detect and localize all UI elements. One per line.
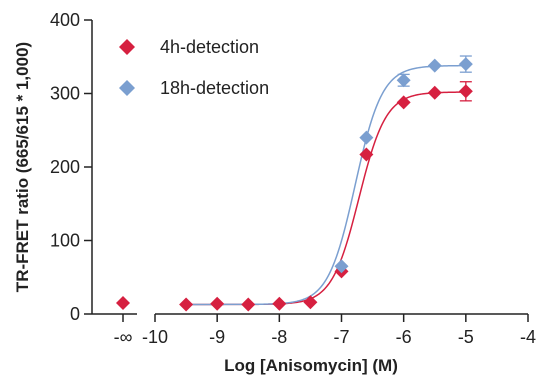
x-tick-label--9: -9 <box>209 327 225 347</box>
fit-curve-0 <box>186 91 466 306</box>
point-0-3 <box>272 296 287 311</box>
x-axis-title: Log [Anisomycin] (M) <box>224 356 398 375</box>
x-ticks: -10 -9 -8 -7 -6 -5 -4 <box>142 314 536 347</box>
x-tick-label--5: -5 <box>458 327 474 347</box>
legend-item-4h: 4h-detection <box>119 37 259 57</box>
legend-label-4h: 4h-detection <box>160 37 259 57</box>
y-tick-label-100: 100 <box>50 231 80 251</box>
y-tick-label-0: 0 <box>70 304 80 324</box>
fit-curve-1 <box>186 64 466 306</box>
point-1-2 <box>396 73 411 88</box>
point-0-2 <box>241 297 256 312</box>
point-0-4 <box>303 295 318 310</box>
point-0-9 <box>458 84 473 99</box>
y-tick-label-300: 300 <box>50 84 80 104</box>
x-tick-label--6: -6 <box>396 327 412 347</box>
point-1-3 <box>427 58 442 73</box>
legend: 4h-detection 18h-detection <box>119 37 269 98</box>
x-tick-label--8: -8 <box>271 327 287 347</box>
point-0-7 <box>396 95 411 110</box>
legend-marker-18h <box>119 80 135 96</box>
point-0-0 <box>179 297 194 312</box>
y-tick-label-400: 400 <box>50 10 80 30</box>
y-ticks: 0 100 200 300 400 <box>50 10 92 324</box>
x-tick-label--10: -10 <box>142 327 168 347</box>
point-1-4 <box>458 57 473 72</box>
point-0-8 <box>427 85 442 100</box>
y-axis-title: TR-FRET ratio (665/615 * 1,000) <box>13 42 32 292</box>
legend-marker-4h <box>119 39 135 55</box>
x-break-tick-label: -∞ <box>114 327 133 347</box>
legend-item-18h: 18h-detection <box>119 78 269 98</box>
x-tick-label--4: -4 <box>520 327 536 347</box>
point-1-1 <box>359 130 374 145</box>
x-tick-label--7: -7 <box>333 327 349 347</box>
point-1-0 <box>334 259 349 274</box>
point-0-1 <box>210 296 225 311</box>
fit-curves <box>186 64 466 306</box>
point-0-6 <box>359 147 374 162</box>
y-tick-label-200: 200 <box>50 157 80 177</box>
point-0-blank <box>116 295 130 310</box>
data-points <box>116 57 473 312</box>
legend-label-18h: 18h-detection <box>160 78 269 98</box>
